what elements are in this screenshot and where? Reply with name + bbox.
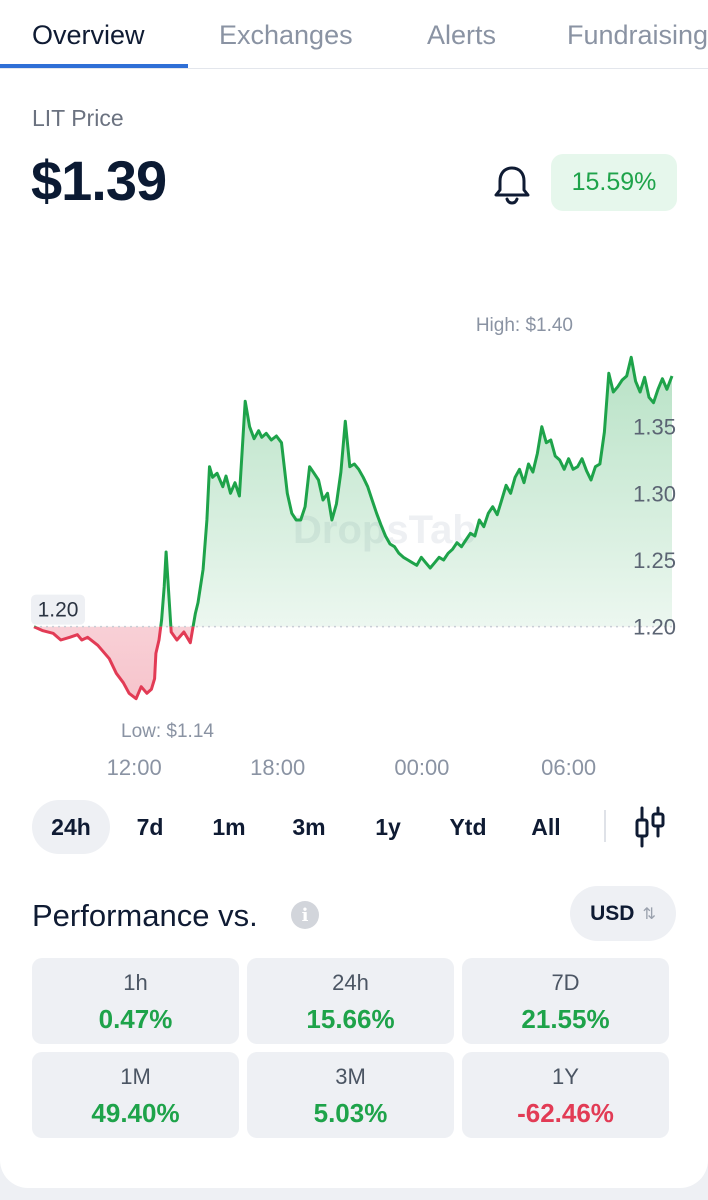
range-1m[interactable]: 1m — [212, 813, 246, 840]
price-change-badge: 15.59% — [551, 154, 677, 211]
range-24h[interactable]: 24h — [32, 800, 110, 854]
x-tick-label: 06:00 — [541, 755, 596, 780]
perf-period: 7D — [551, 970, 580, 995]
chart-area-down — [34, 626, 672, 699]
time-range-selector: 24h 7d 1m 3m 1y Ytd All — [30, 800, 680, 856]
swap-vertical-icon: ⇅ — [642, 905, 656, 923]
x-tick-label: 18:00 — [250, 755, 305, 780]
range-7d[interactable]: 7d — [136, 813, 164, 840]
perf-period: 3M — [335, 1064, 366, 1089]
open-price-label: 1.20 — [38, 599, 79, 622]
performance-grid: 1h 0.47% 24h 15.66% 7D 21.55% 1M 49.40% … — [32, 958, 677, 1140]
price-chart: DropsTab 1.35 1.30 1.25 1.20 12:00 18:00 00:00 0… — [0, 300, 708, 790]
open-price-pill — [31, 594, 85, 625]
perf-cell-24h: 24h 15.66% — [247, 958, 454, 1044]
tab-bar: Overview Exchanges Alerts Fundraising — [0, 0, 708, 69]
tab-overview[interactable]: Overview — [32, 20, 145, 50]
y-tick-label: 1.20 — [633, 615, 676, 640]
price-label: LIT Price — [32, 105, 124, 131]
candlestick-chart-icon[interactable] — [634, 806, 666, 848]
high-label: High: $1.40 — [476, 315, 573, 336]
perf-value: 15.66% — [306, 1004, 395, 1034]
range-ytd[interactable]: Ytd — [449, 813, 487, 840]
x-tick-label: 00:00 — [394, 755, 449, 780]
performance-title: Performance vs. — [32, 898, 258, 933]
perf-value: 49.40% — [91, 1098, 180, 1128]
perf-period: 1h — [123, 970, 148, 995]
price-value: $1.39 — [31, 149, 167, 212]
perf-cell-1y: 1Y -62.46% — [462, 1052, 669, 1138]
x-tick-label: 12:00 — [107, 755, 162, 780]
range-1y[interactable]: 1y — [375, 813, 401, 840]
y-tick-label: 1.30 — [633, 481, 676, 506]
perf-value: 5.03% — [313, 1098, 388, 1128]
tab-exchanges[interactable]: Exchanges — [219, 20, 353, 50]
perf-value: 0.47% — [98, 1004, 173, 1034]
perf-period: 24h — [332, 970, 369, 995]
range-3m[interactable]: 3m — [292, 813, 326, 840]
low-label: Low: $1.14 — [121, 721, 214, 742]
perf-value: -62.46% — [517, 1098, 614, 1128]
range-all[interactable]: All — [531, 813, 561, 840]
price-line-up — [34, 355, 674, 627]
perf-value: 21.55% — [521, 1004, 610, 1034]
info-icon[interactable]: i — [291, 901, 319, 929]
bell-icon[interactable] — [490, 160, 534, 208]
perf-cell-1h: 1h 0.47% — [32, 958, 239, 1044]
tab-fundraising[interactable]: Fundraising — [567, 20, 708, 50]
perf-period: 1Y — [552, 1064, 579, 1089]
range-divider — [604, 810, 606, 842]
active-tab-indicator — [0, 64, 188, 68]
y-tick-label: 1.25 — [633, 548, 676, 573]
y-tick-label: 1.35 — [633, 415, 676, 440]
perf-cell-1m: 1M 49.40% — [32, 1052, 239, 1138]
perf-cell-3m: 3M 5.03% — [247, 1052, 454, 1138]
tab-alerts[interactable]: Alerts — [427, 20, 497, 50]
perf-period: 1M — [120, 1064, 151, 1089]
currency-toggle-button[interactable]: USD ⇅ — [570, 886, 676, 941]
chart-area-up — [160, 357, 672, 627]
currency-label: USD — [590, 901, 635, 925]
perf-cell-7d: 7D 21.55% — [462, 958, 669, 1044]
